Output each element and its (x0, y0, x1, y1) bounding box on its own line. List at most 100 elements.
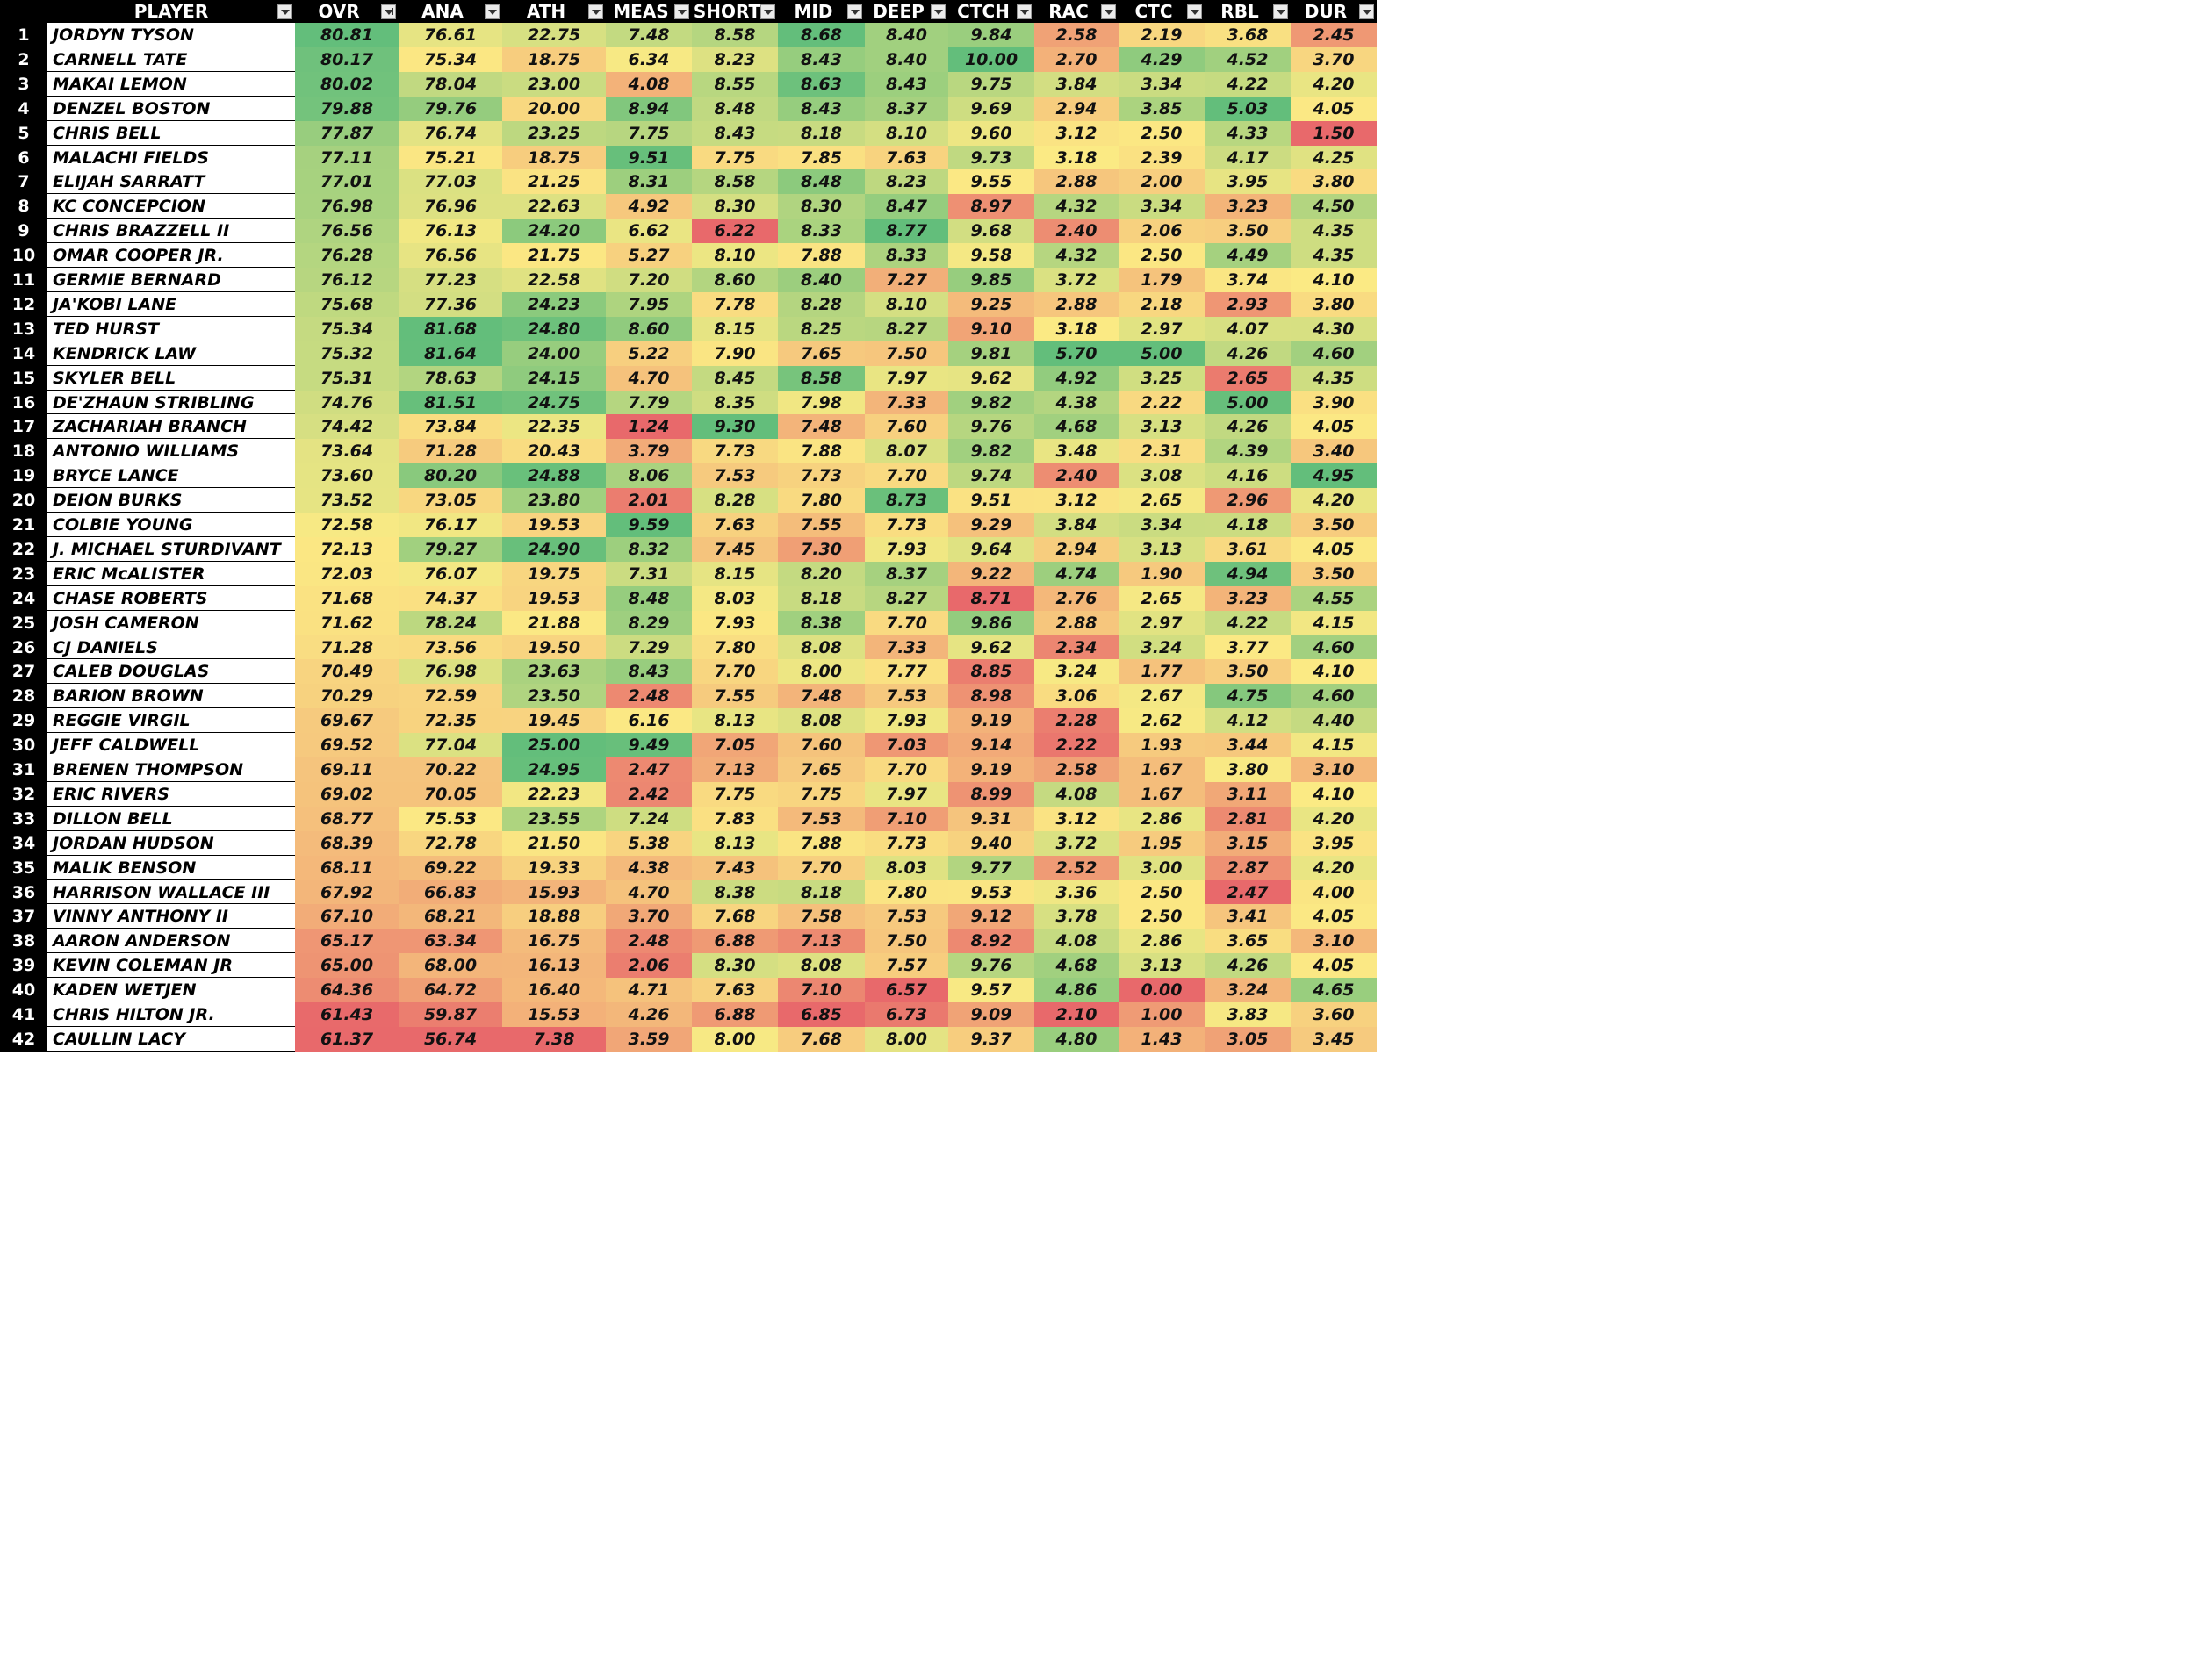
cell-ctch[interactable]: 9.55 (948, 169, 1034, 195)
cell-meas[interactable]: 8.48 (606, 585, 692, 611)
cell-ctch[interactable]: 9.75 (948, 71, 1034, 97)
cell-dur[interactable]: 4.05 (1291, 414, 1377, 440)
cell-ana[interactable]: 68.21 (399, 904, 502, 930)
cell-ana[interactable]: 76.61 (399, 23, 502, 47)
cell-dur[interactable]: 3.40 (1291, 439, 1377, 464)
cell-dur[interactable]: 3.50 (1291, 513, 1377, 537)
cell-mid[interactable]: 7.88 (778, 830, 865, 856)
cell-ctch[interactable]: 9.53 (948, 879, 1034, 905)
cell-ctch[interactable]: 9.60 (948, 120, 1034, 146)
cell-ctc[interactable]: 2.62 (1119, 708, 1205, 734)
cell-ana[interactable]: 81.64 (399, 341, 502, 366)
cell-ctc[interactable]: 1.90 (1119, 561, 1205, 586)
cell-ana[interactable]: 79.27 (399, 536, 502, 562)
cell-short[interactable]: 8.03 (692, 585, 778, 611)
rank-cell[interactable]: 10 (0, 243, 47, 269)
filter-dropdown-icon[interactable] (760, 4, 775, 19)
cell-ovr[interactable]: 71.62 (295, 610, 399, 635)
cell-short[interactable]: 7.78 (692, 291, 778, 317)
cell-deep[interactable]: 7.70 (865, 610, 948, 635)
cell-dur[interactable]: 3.60 (1291, 1002, 1377, 1027)
cell-rac[interactable]: 3.84 (1034, 71, 1119, 97)
cell-mid[interactable]: 6.85 (778, 1002, 865, 1027)
cell-ath[interactable]: 16.13 (502, 953, 606, 979)
cell-short[interactable]: 6.88 (692, 929, 778, 954)
cell-ana[interactable]: 72.59 (399, 684, 502, 709)
cell-ovr[interactable]: 71.68 (295, 585, 399, 611)
cell-meas[interactable]: 5.27 (606, 243, 692, 269)
cell-ctc[interactable]: 2.65 (1119, 488, 1205, 513)
rank-cell[interactable]: 23 (0, 561, 47, 586)
cell-ath[interactable]: 21.75 (502, 243, 606, 269)
cell-dur[interactable]: 4.15 (1291, 610, 1377, 635)
rank-cell[interactable]: 26 (0, 635, 47, 660)
cell-short[interactable]: 7.45 (692, 536, 778, 562)
cell-ctc[interactable]: 3.13 (1119, 414, 1205, 440)
cell-ctc[interactable]: 2.06 (1119, 219, 1205, 244)
cell-ath[interactable]: 18.75 (502, 145, 606, 170)
cell-ctch[interactable]: 9.25 (948, 291, 1034, 317)
cell-ana[interactable]: 72.35 (399, 708, 502, 734)
cell-rbl[interactable]: 3.77 (1205, 635, 1291, 660)
cell-ana[interactable]: 76.56 (399, 243, 502, 269)
cell-rbl[interactable]: 2.81 (1205, 806, 1291, 831)
cell-deep[interactable]: 8.10 (865, 120, 948, 146)
cell-mid[interactable]: 7.13 (778, 929, 865, 954)
player-name-cell[interactable]: VINNY ANTHONY II (47, 904, 295, 930)
cell-rbl[interactable]: 3.05 (1205, 1026, 1291, 1052)
header-cell-rank[interactable] (0, 0, 47, 23)
cell-ctc[interactable]: 4.29 (1119, 47, 1205, 72)
cell-ctc[interactable]: 2.65 (1119, 585, 1205, 611)
cell-meas[interactable]: 2.01 (606, 488, 692, 513)
player-name-cell[interactable]: ELIJAH SARRATT (47, 169, 295, 195)
header-cell-dur[interactable]: DUR (1291, 0, 1377, 23)
player-name-cell[interactable]: HARRISON WALLACE III (47, 879, 295, 905)
cell-ana[interactable]: 76.17 (399, 513, 502, 537)
rank-cell[interactable]: 39 (0, 953, 47, 979)
cell-rac[interactable]: 5.70 (1034, 341, 1119, 366)
cell-ctc[interactable]: 3.00 (1119, 855, 1205, 880)
player-name-cell[interactable]: DE'ZHAUN STRIBLING (47, 390, 295, 415)
cell-ovr[interactable]: 68.39 (295, 830, 399, 856)
cell-ovr[interactable]: 69.52 (295, 733, 399, 758)
cell-ctch[interactable]: 9.85 (948, 268, 1034, 292)
cell-rac[interactable]: 3.18 (1034, 145, 1119, 170)
cell-ctch[interactable]: 9.76 (948, 414, 1034, 440)
cell-ath[interactable]: 22.35 (502, 414, 606, 440)
cell-ath[interactable]: 24.90 (502, 536, 606, 562)
cell-ana[interactable]: 78.63 (399, 365, 502, 391)
cell-dur[interactable]: 4.05 (1291, 536, 1377, 562)
cell-ctch[interactable]: 8.92 (948, 929, 1034, 954)
cell-ctch[interactable]: 9.76 (948, 953, 1034, 979)
player-name-cell[interactable]: CJ DANIELS (47, 635, 295, 660)
cell-rbl[interactable]: 3.41 (1205, 904, 1291, 930)
rank-cell[interactable]: 35 (0, 855, 47, 880)
cell-meas[interactable]: 5.22 (606, 341, 692, 366)
cell-dur[interactable]: 4.50 (1291, 194, 1377, 219)
rank-cell[interactable]: 37 (0, 904, 47, 930)
cell-rbl[interactable]: 2.93 (1205, 291, 1291, 317)
rank-cell[interactable]: 4 (0, 96, 47, 121)
cell-deep[interactable]: 8.03 (865, 855, 948, 880)
rank-cell[interactable]: 15 (0, 365, 47, 391)
cell-mid[interactable]: 7.85 (778, 145, 865, 170)
cell-ctc[interactable]: 2.18 (1119, 291, 1205, 317)
cell-meas[interactable]: 6.16 (606, 708, 692, 734)
cell-rac[interactable]: 3.72 (1034, 830, 1119, 856)
player-name-cell[interactable]: REGGIE VIRGIL (47, 708, 295, 734)
cell-rbl[interactable]: 2.87 (1205, 855, 1291, 880)
cell-mid[interactable]: 7.68 (778, 1026, 865, 1052)
filter-dropdown-icon[interactable] (277, 4, 292, 19)
rank-cell[interactable]: 32 (0, 781, 47, 807)
cell-mid[interactable]: 7.88 (778, 243, 865, 269)
cell-ath[interactable]: 24.20 (502, 219, 606, 244)
cell-ovr[interactable]: 64.36 (295, 978, 399, 1003)
cell-rbl[interactable]: 4.26 (1205, 414, 1291, 440)
cell-rac[interactable]: 3.12 (1034, 120, 1119, 146)
cell-ath[interactable]: 19.53 (502, 585, 606, 611)
cell-ana[interactable]: 81.51 (399, 390, 502, 415)
cell-dur[interactable]: 4.10 (1291, 268, 1377, 292)
filter-dropdown-icon[interactable] (588, 4, 603, 19)
cell-dur[interactable]: 4.05 (1291, 96, 1377, 121)
cell-rbl[interactable]: 4.94 (1205, 561, 1291, 586)
